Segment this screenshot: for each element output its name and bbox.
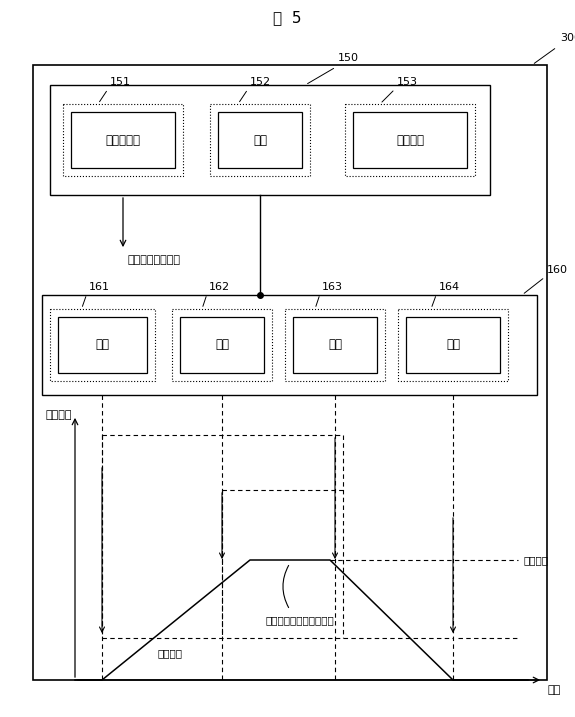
- Bar: [50, 85, 490, 195]
- Text: 操業停止: 操業停止: [396, 133, 424, 146]
- Text: 162: 162: [209, 282, 230, 292]
- Bar: [50, 309, 155, 381]
- Text: 164: 164: [439, 282, 459, 292]
- Text: 圧延速度: 圧延速度: [45, 410, 72, 420]
- Text: ロール組替処理へ: ロール組替処理へ: [128, 255, 181, 265]
- Text: 161: 161: [89, 282, 110, 292]
- Bar: [172, 309, 272, 381]
- Text: 160: 160: [547, 265, 568, 275]
- Bar: [285, 309, 385, 381]
- Text: 151: 151: [110, 77, 131, 87]
- Text: 図  5: 図 5: [273, 11, 301, 26]
- Bar: [42, 295, 537, 395]
- Text: 163: 163: [322, 282, 343, 292]
- Bar: [353, 112, 467, 168]
- Text: 停止: 停止: [446, 338, 460, 351]
- Text: 150: 150: [338, 53, 359, 63]
- Bar: [58, 317, 147, 373]
- Text: 時間: 時間: [548, 685, 561, 695]
- Bar: [210, 104, 310, 176]
- Text: 152: 152: [250, 77, 271, 87]
- Text: 圧延: 圧延: [253, 133, 267, 146]
- Bar: [398, 309, 508, 381]
- Bar: [293, 317, 377, 373]
- Text: 徐動: 徐動: [95, 338, 109, 351]
- Text: 徐動速度: 徐動速度: [157, 648, 182, 658]
- Bar: [63, 104, 183, 176]
- Text: 「保持」操作をした場合: 「保持」操作をした場合: [266, 615, 335, 625]
- Bar: [180, 317, 264, 373]
- Text: 設定速度: 設定速度: [523, 555, 548, 565]
- Bar: [345, 104, 475, 176]
- Bar: [33, 65, 547, 680]
- Bar: [218, 112, 302, 168]
- Text: ロール組替: ロール組替: [105, 133, 140, 146]
- Text: 加速: 加速: [215, 338, 229, 351]
- Bar: [406, 317, 500, 373]
- Bar: [71, 112, 175, 168]
- Text: 保持: 保持: [328, 338, 342, 351]
- Text: 153: 153: [397, 77, 418, 87]
- Text: 300: 300: [560, 33, 575, 43]
